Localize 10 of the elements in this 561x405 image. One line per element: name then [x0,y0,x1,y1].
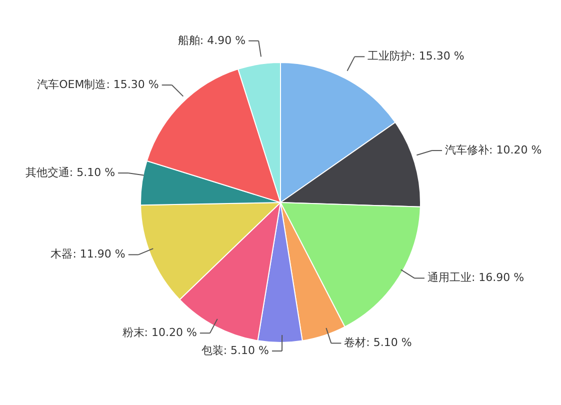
slice-label: 其他交通: 5.10 % [25,166,116,180]
slice-label: 包装: 5.10 % [201,344,270,357]
slice-label: 粉末: 10.20 % [122,326,197,340]
slice-label: 工业防护: 15.30 % [368,50,464,63]
slice-label: 汽车修补: 10.20 % [445,144,542,157]
slice-label: 船舶: 4.90 % [178,34,246,47]
slice-label: 卷材: 5.10 % [344,336,412,350]
slice-label: 通用工业: 16.90 % [427,271,524,284]
slice-label: 木器: 11.90 % [50,248,126,261]
slice-label: 汽车OEM制造: 15.30 % [37,78,159,92]
